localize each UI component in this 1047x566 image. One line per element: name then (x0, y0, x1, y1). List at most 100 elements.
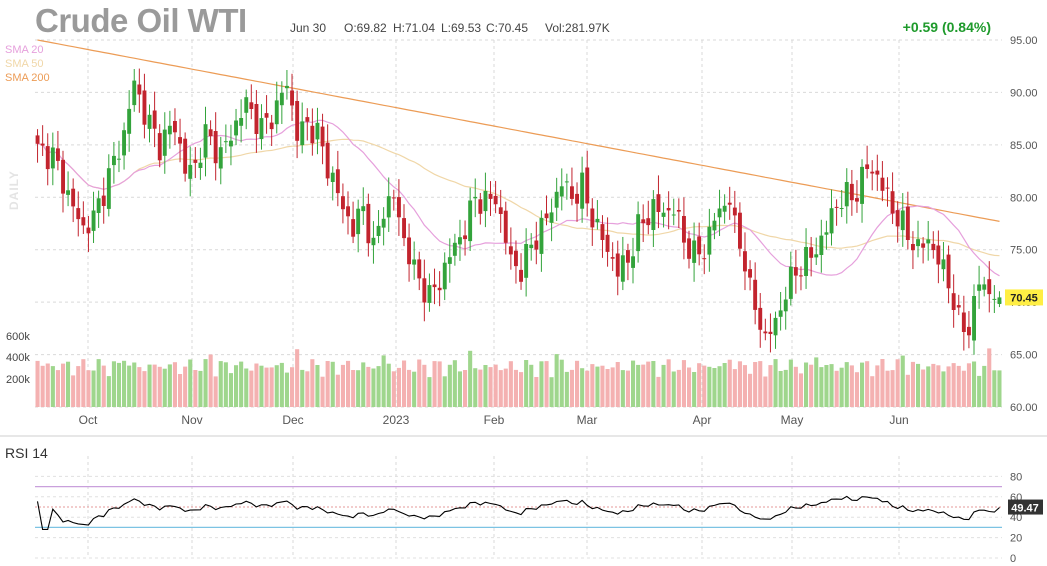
price-axis-tick: 60.00 (1010, 402, 1038, 414)
volume-bar (534, 377, 539, 407)
candle-body (381, 218, 386, 228)
volume-bar (722, 363, 727, 407)
volume-bar (865, 361, 870, 407)
volume-bar (468, 350, 473, 407)
volume-bar (91, 370, 96, 407)
volume-bar (798, 373, 803, 407)
legend-sma20[interactable]: SMA 20 (5, 44, 44, 56)
candle-body (875, 170, 880, 175)
volume-bar (829, 364, 834, 407)
candle-body (564, 181, 569, 183)
candle-body (824, 232, 829, 235)
volume-bar (615, 362, 620, 407)
volume-bar (213, 376, 218, 407)
candle-body (977, 284, 982, 291)
candle-body (371, 237, 376, 246)
volume-bar (926, 366, 931, 407)
candle-body (335, 169, 340, 194)
candle-body (330, 172, 335, 182)
candle-body (386, 196, 391, 218)
volume-bar (295, 349, 300, 407)
candle-body (936, 245, 941, 265)
candle-body (61, 159, 65, 194)
candle-body (188, 164, 193, 179)
volume-bar (239, 361, 244, 407)
candle-body (748, 269, 752, 278)
candle-body (890, 191, 895, 214)
volume-bar (758, 361, 763, 407)
candle-body (122, 130, 126, 156)
candle-body (503, 210, 508, 243)
candle-body (987, 279, 992, 295)
volume-bar (982, 365, 987, 407)
volume-bar (773, 359, 778, 407)
candle-body (320, 126, 325, 147)
candle-body (610, 257, 615, 259)
price-axis-tick: 75.00 (1010, 245, 1038, 257)
volume-bar (656, 376, 661, 407)
volume-bar (793, 366, 798, 407)
candle-body (570, 186, 574, 199)
volume-bar (748, 373, 753, 407)
volume-bar (804, 362, 809, 407)
candle-body (687, 238, 691, 259)
volume-bar (493, 364, 498, 407)
candle-body (234, 120, 238, 136)
volume-bar (315, 365, 320, 407)
volume-bar (844, 362, 849, 407)
candle-body (870, 171, 875, 174)
volume-bar (620, 370, 625, 407)
candle-body (707, 226, 712, 255)
candle-body (931, 243, 936, 251)
volume-bar (595, 366, 600, 407)
volume-bar (223, 362, 228, 407)
volume-bar (977, 375, 982, 407)
candle-body (76, 208, 81, 220)
volume-bar (234, 365, 239, 407)
price-axis-tick: 90.00 (1010, 87, 1038, 99)
candle-body (356, 208, 361, 235)
volume-bar (707, 366, 712, 407)
volume-bar (681, 360, 686, 407)
candle-body (376, 225, 381, 236)
volume-bar (371, 368, 376, 407)
candle-body (208, 129, 213, 137)
volume-bar (111, 361, 116, 407)
volume-bar (391, 371, 396, 407)
rsi-axis-tick: 40 (1010, 512, 1022, 524)
candle-body (666, 208, 671, 211)
volume-bar (183, 366, 188, 407)
volume-bar (661, 364, 666, 407)
volume-bar (330, 361, 335, 407)
volume-bar (600, 365, 605, 407)
volume-bar (834, 370, 839, 407)
volume-bar (167, 364, 172, 407)
time-axis-tick: Nov (181, 413, 202, 427)
volume-bar (585, 370, 590, 407)
candle-body (295, 101, 300, 141)
candle-body (885, 187, 890, 189)
volume-bar (412, 371, 417, 407)
candle-body (203, 124, 208, 158)
candle-body (137, 84, 142, 95)
volume-bar (580, 368, 585, 407)
open-value: O:69.82 (344, 21, 387, 35)
candle-body (916, 239, 920, 247)
volume-bar (351, 370, 356, 407)
volume-bar (452, 360, 457, 407)
legend-sma50[interactable]: SMA 50 (5, 58, 44, 70)
candle-body (559, 186, 564, 197)
candle-body (458, 237, 462, 245)
legend-sma200[interactable]: SMA 200 (5, 72, 50, 84)
volume-bar (483, 365, 488, 407)
candle-body (412, 259, 417, 265)
candle-body (346, 206, 350, 217)
volume-bar (325, 361, 330, 407)
volume-bar (208, 354, 213, 407)
rsi-axis-tick: 20 (1010, 533, 1022, 545)
candle-body (427, 285, 432, 303)
volume-bar (279, 362, 284, 407)
volume-bar (116, 362, 121, 407)
volume-bar (590, 364, 595, 407)
